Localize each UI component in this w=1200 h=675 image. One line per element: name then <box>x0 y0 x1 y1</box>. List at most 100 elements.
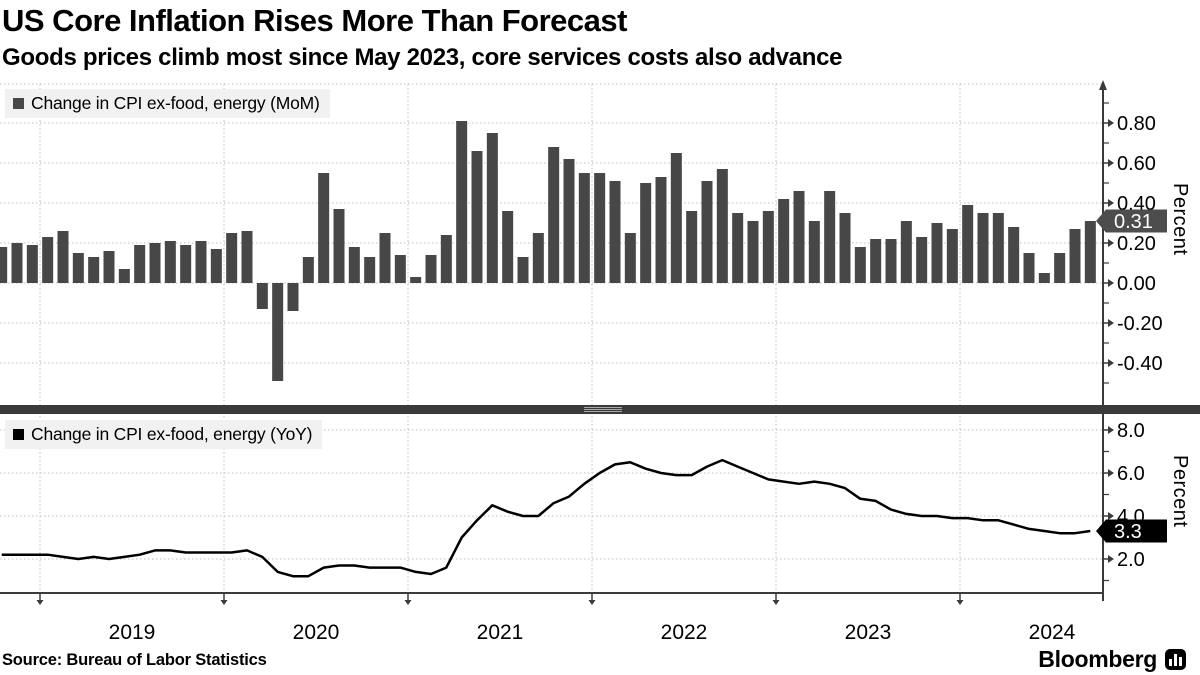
bar <box>394 255 406 283</box>
y-axis-arrow-icon <box>1099 80 1107 90</box>
x-tick-arrow-icon <box>772 600 780 605</box>
bloomberg-wordmark: Bloomberg <box>1038 646 1157 672</box>
bar <box>118 269 130 283</box>
y-axis-unit-bottom: Percent <box>1169 455 1191 528</box>
bar <box>1054 253 1066 283</box>
bar <box>1038 273 1050 283</box>
x-tick-arrow-icon <box>36 600 44 605</box>
bar <box>624 233 636 283</box>
bar <box>992 213 1004 283</box>
bar <box>471 151 483 283</box>
bar <box>0 247 8 283</box>
bar <box>1008 227 1020 283</box>
bar <box>333 209 345 283</box>
bar <box>57 231 69 283</box>
bar <box>517 257 529 283</box>
mom-y-tick-label: -0.40 <box>1117 353 1163 375</box>
bar <box>1084 221 1096 283</box>
x-year-label: 2019 <box>109 621 156 644</box>
bar <box>226 233 238 283</box>
legend-mom-label: Change in CPI ex-food, energy (MoM) <box>31 93 320 113</box>
bar <box>1023 253 1035 283</box>
bar <box>655 177 667 283</box>
bar <box>502 211 514 283</box>
yoy-y-tick-label: 6.0 <box>1117 463 1145 485</box>
source-attribution: Source: Bureau of Labor Statistics <box>2 651 267 669</box>
bar <box>532 233 544 283</box>
bar <box>870 239 882 283</box>
bloomberg-logo: Bloomberg <box>1038 646 1186 673</box>
bar <box>854 247 866 283</box>
bar <box>793 191 805 283</box>
bar <box>885 239 897 283</box>
x-year-label: 2023 <box>845 621 892 644</box>
panel-divider-grip[interactable] <box>584 406 622 414</box>
bar <box>241 231 253 283</box>
bar <box>747 221 759 283</box>
x-year-label: 2022 <box>661 621 708 644</box>
bar-chart-bubble-icon <box>1165 649 1186 670</box>
legend-swatch-mom-icon <box>13 98 24 109</box>
y-axis-unit-top: Percent <box>1169 183 1191 256</box>
latest-mom-marker <box>1096 209 1167 233</box>
bar <box>348 247 360 283</box>
x-tick-arrow-icon <box>404 600 412 605</box>
bar <box>164 241 176 283</box>
bar <box>563 159 575 283</box>
bar <box>578 173 590 283</box>
y-tick-arrow-icon <box>1108 159 1114 167</box>
legend-swatch-yoy-icon <box>13 429 24 440</box>
x-tick-arrow-icon <box>588 600 596 605</box>
bar <box>26 245 38 283</box>
bar <box>670 153 682 283</box>
bar <box>762 211 774 283</box>
x-tick-arrow-icon <box>956 600 964 605</box>
latest-yoy-marker <box>1096 519 1167 543</box>
bar <box>72 253 84 283</box>
mom-y-tick-label: -0.20 <box>1117 313 1163 335</box>
bar <box>88 257 100 283</box>
bar <box>180 245 192 283</box>
y-tick-arrow-icon <box>1108 512 1114 520</box>
bar <box>379 233 391 283</box>
bar <box>149 243 161 283</box>
bar <box>1069 229 1081 283</box>
bar <box>701 181 713 283</box>
bar <box>808 221 820 283</box>
bar <box>318 173 330 283</box>
bar <box>609 181 621 283</box>
bar <box>716 169 728 283</box>
y-tick-arrow-icon <box>1108 319 1114 327</box>
bar <box>946 229 958 283</box>
y-tick-arrow-icon <box>1108 119 1114 127</box>
bar <box>732 213 744 283</box>
bar <box>210 249 222 283</box>
bar <box>425 255 437 283</box>
latest-mom-label: 0.31 <box>1114 211 1153 233</box>
bar <box>824 191 836 283</box>
bar <box>11 243 23 283</box>
mom-y-tick-label: 0.00 <box>1117 273 1156 295</box>
y-tick-arrow-icon <box>1108 359 1114 367</box>
bar <box>287 283 299 311</box>
x-year-label: 2020 <box>293 621 340 644</box>
mom-y-tick-label: 0.80 <box>1117 113 1156 135</box>
legend-mom: Change in CPI ex-food, energy (MoM) <box>5 89 330 118</box>
yoy-y-tick-label: 2.0 <box>1117 549 1145 571</box>
bar <box>594 173 606 283</box>
bar <box>302 257 314 283</box>
mom-y-tick-label: 0.60 <box>1117 153 1156 175</box>
y-tick-arrow-icon <box>1108 469 1114 477</box>
page-subtitle: Goods prices climb most since May 2023, … <box>2 44 843 71</box>
legend-yoy: Change in CPI ex-food, energy (YoY) <box>5 420 323 449</box>
legend-yoy-label: Change in CPI ex-food, energy (YoY) <box>31 424 313 444</box>
bar <box>486 133 498 283</box>
bar <box>410 277 422 283</box>
bar <box>272 283 284 381</box>
y-tick-arrow-icon <box>1108 426 1114 434</box>
yoy-line <box>1 458 1091 578</box>
bar <box>916 237 928 283</box>
